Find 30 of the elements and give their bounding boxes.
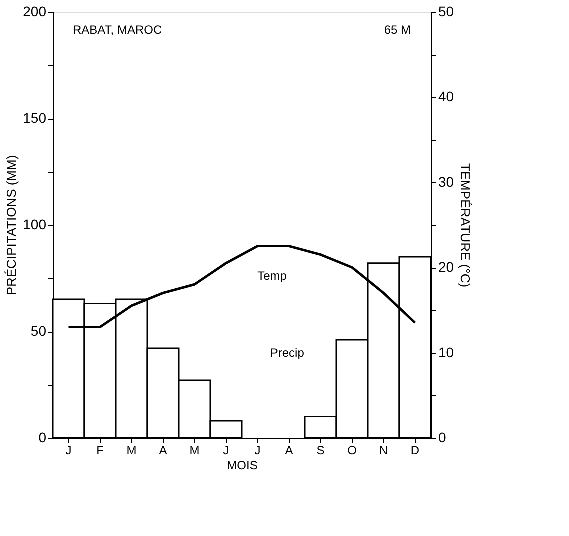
x-tick-label: S (316, 444, 325, 458)
y2-tick-label: 40 (438, 88, 454, 105)
x-tick-label: A (285, 444, 294, 458)
x-tick-label: J (66, 444, 72, 458)
x-tick-label: D (410, 444, 420, 458)
x-tick-label: M (126, 444, 137, 458)
y2-tick-label: 30 (438, 174, 454, 190)
y-tick-label: 50 (30, 323, 47, 339)
text: Precip (270, 346, 305, 360)
x-tick-label: J (254, 444, 261, 458)
x-axis-title: MOIS (227, 458, 258, 472)
y2-tick-label: 0 (438, 430, 446, 446)
y2-tick-label: 10 (438, 344, 454, 360)
y-axis-title: PRÉCIPITATIONS (MM) (4, 155, 20, 296)
x-tick-label: F (96, 444, 104, 458)
x-tick-label: M (190, 444, 200, 458)
y-tick-label: 150 (23, 110, 47, 126)
y2-tick-label: 20 (438, 259, 454, 276)
y-tick-label: 200 (23, 4, 47, 20)
y2-axis-title: TEMPÉRATURE (°C) (458, 163, 474, 288)
y2-tick-label: 50 (438, 4, 454, 20)
y-tick-label: 100 (23, 216, 47, 232)
x-tick-label: A (159, 444, 168, 458)
annotation: 65 M (384, 23, 411, 37)
x-tick-label: N (379, 444, 388, 458)
x-tick-label: O (348, 444, 357, 458)
annotation: RABAT, MAROC (73, 23, 162, 37)
x-tick-label: J (223, 444, 230, 458)
series-label: Temp (258, 269, 288, 284)
y-tick-label: 0 (38, 430, 47, 446)
